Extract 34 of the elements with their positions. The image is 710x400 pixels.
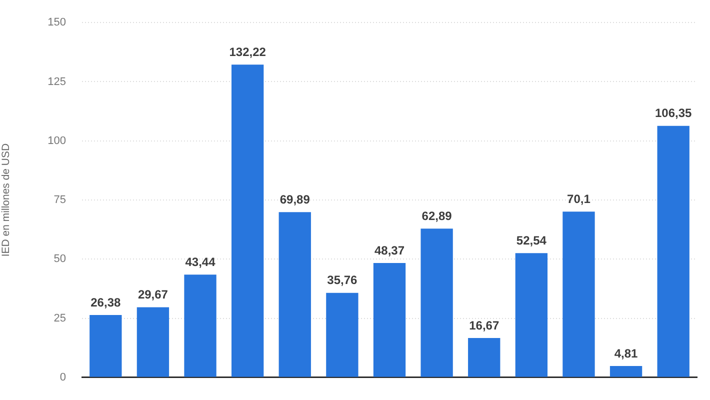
data-label: 106,35: [654, 106, 692, 120]
data-label: 62,89: [422, 208, 452, 223]
y-tick-label: 125: [48, 76, 66, 88]
bar: [184, 274, 216, 377]
data-label: 43,44: [185, 254, 216, 269]
y-tick-label: 50: [54, 253, 66, 266]
data-label: 48,37: [374, 243, 405, 258]
bar: [278, 212, 311, 377]
data-label: 16,67: [469, 318, 500, 332]
bar: [562, 212, 595, 377]
data-label: 70,1: [567, 192, 591, 206]
bar: [326, 292, 358, 377]
bar: [231, 64, 264, 377]
data-label: 52,54: [516, 233, 547, 248]
bar: [515, 253, 548, 377]
y-tick-label: 150: [48, 16, 66, 29]
data-label: 29,67: [138, 288, 168, 302]
bar: [420, 228, 453, 377]
y-tick-label: 100: [48, 134, 66, 147]
y-tick-label: 75: [54, 194, 66, 206]
bar: [136, 307, 170, 377]
bar: [657, 126, 690, 377]
bar: [468, 338, 500, 377]
data-label: 4,81: [614, 346, 638, 360]
bar: [373, 262, 406, 377]
data-label: 69,89: [280, 192, 310, 206]
data-label: 132,22: [229, 44, 266, 59]
y-axis-title: IED en millones de USD: [0, 142, 12, 257]
y-tick-label: 0: [60, 371, 66, 384]
data-label: 35,76: [327, 273, 358, 288]
y-tick-label: 25: [54, 312, 66, 324]
bar: [610, 366, 642, 377]
data-label: 26,38: [90, 295, 121, 310]
bar: [90, 315, 122, 377]
